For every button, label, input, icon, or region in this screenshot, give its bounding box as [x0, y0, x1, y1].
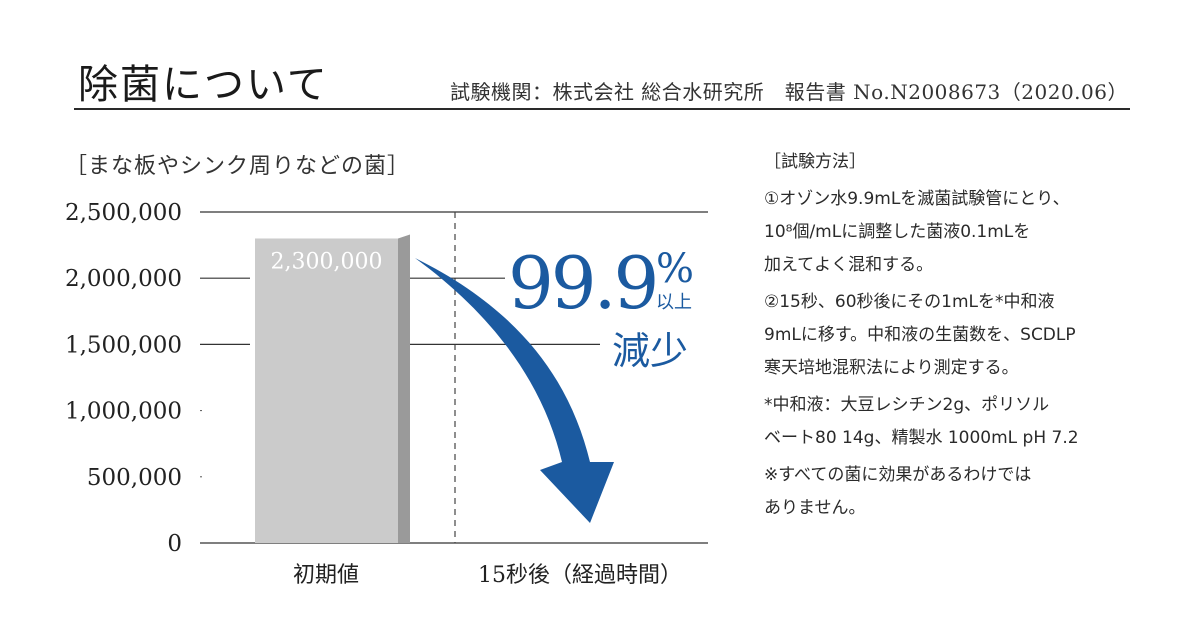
method-heading: ［試験方法］	[764, 152, 866, 172]
method-paragraph-3: *中和液：大豆レシチン2g、ポリソル ベート80 14g、精製水 1000mL …	[764, 389, 1144, 455]
method-line: ベート80 14g、精製水 1000mL pH 7.2	[764, 428, 1079, 448]
annotation-unit: %	[656, 246, 694, 292]
method-line: 寒天培地混釈法により測定する。	[764, 358, 1019, 378]
header-rule	[74, 108, 1130, 110]
y-tick-label: 0	[167, 531, 182, 557]
method-paragraph-1: ①オゾン水9.9mLを滅菌試験管にとり、 10⁸個/mLに調整した菌液0.1mL…	[764, 183, 1144, 282]
category-label: 初期値	[293, 563, 359, 588]
y-tick-label: 500,000	[87, 465, 182, 491]
method-line: 9mLに移す。中和液の生菌数を、SCDLP	[764, 325, 1076, 345]
annotation-label: 減少	[612, 329, 688, 373]
category-layer: 初期値 15秒後（経過時間）	[293, 563, 682, 588]
bar-chart: 0 500,000 1,000,000 1,500,000 2,000,000 2,500…	[65, 200, 708, 588]
bar-initial-side	[398, 234, 410, 544]
bar-initial	[255, 238, 398, 544]
y-tick-label: 1,500,000	[65, 332, 182, 358]
method-line: ※すべての菌に効果があるわけでは	[764, 465, 1032, 485]
method-line: *中和液：大豆レシチン2g、ポリソル	[764, 395, 1050, 415]
method-line: 10⁸個/mLに調整した菌液0.1mLを	[764, 222, 1031, 242]
bar-data-label: 2,300,000	[271, 249, 383, 274]
chart-title: ［まな板やシンク周りなどの菌］	[65, 154, 411, 179]
method-note: ※すべての菌に効果があるわけでは ありません。	[764, 459, 1144, 525]
bar-layer: 2,300,000	[255, 234, 410, 544]
reduction-arrow	[415, 258, 614, 523]
arrow-layer	[415, 258, 614, 523]
test-method-panel: ［試験方法］ ①オゾン水9.9mLを滅菌試験管にとり、 10⁸個/mLに調整した…	[764, 146, 1144, 525]
annotation-value: 99.9	[508, 241, 656, 325]
y-tick-label: 2,000,000	[65, 266, 182, 292]
category-label: 15秒後（経過時間）	[478, 563, 682, 588]
annotation-qualifier: 以上	[656, 292, 692, 313]
lab-info: 試験機関：株式会社 総合水研究所 報告書 No.N2008673（2020.06…	[449, 80, 1128, 104]
method-line: ①オゾン水9.9mLを滅菌試験管にとり、	[764, 189, 1070, 209]
method-line: 加えてよく混和する。	[764, 255, 934, 275]
y-tick-label: 1,000,000	[65, 399, 182, 425]
tick-layer: 0 500,000 1,000,000 1,500,000 2,000,000 2,500…	[65, 200, 182, 557]
page-title: 除菌について	[78, 62, 329, 108]
method-line: ありません。	[764, 498, 866, 518]
method-paragraph-2: ②15秒、60秒後にその1mLを*中和液 9mLに移す。中和液の生菌数を、SCD…	[764, 286, 1144, 385]
y-tick-label: 2,500,000	[65, 200, 182, 226]
method-line: ②15秒、60秒後にその1mLを*中和液	[764, 292, 1055, 312]
